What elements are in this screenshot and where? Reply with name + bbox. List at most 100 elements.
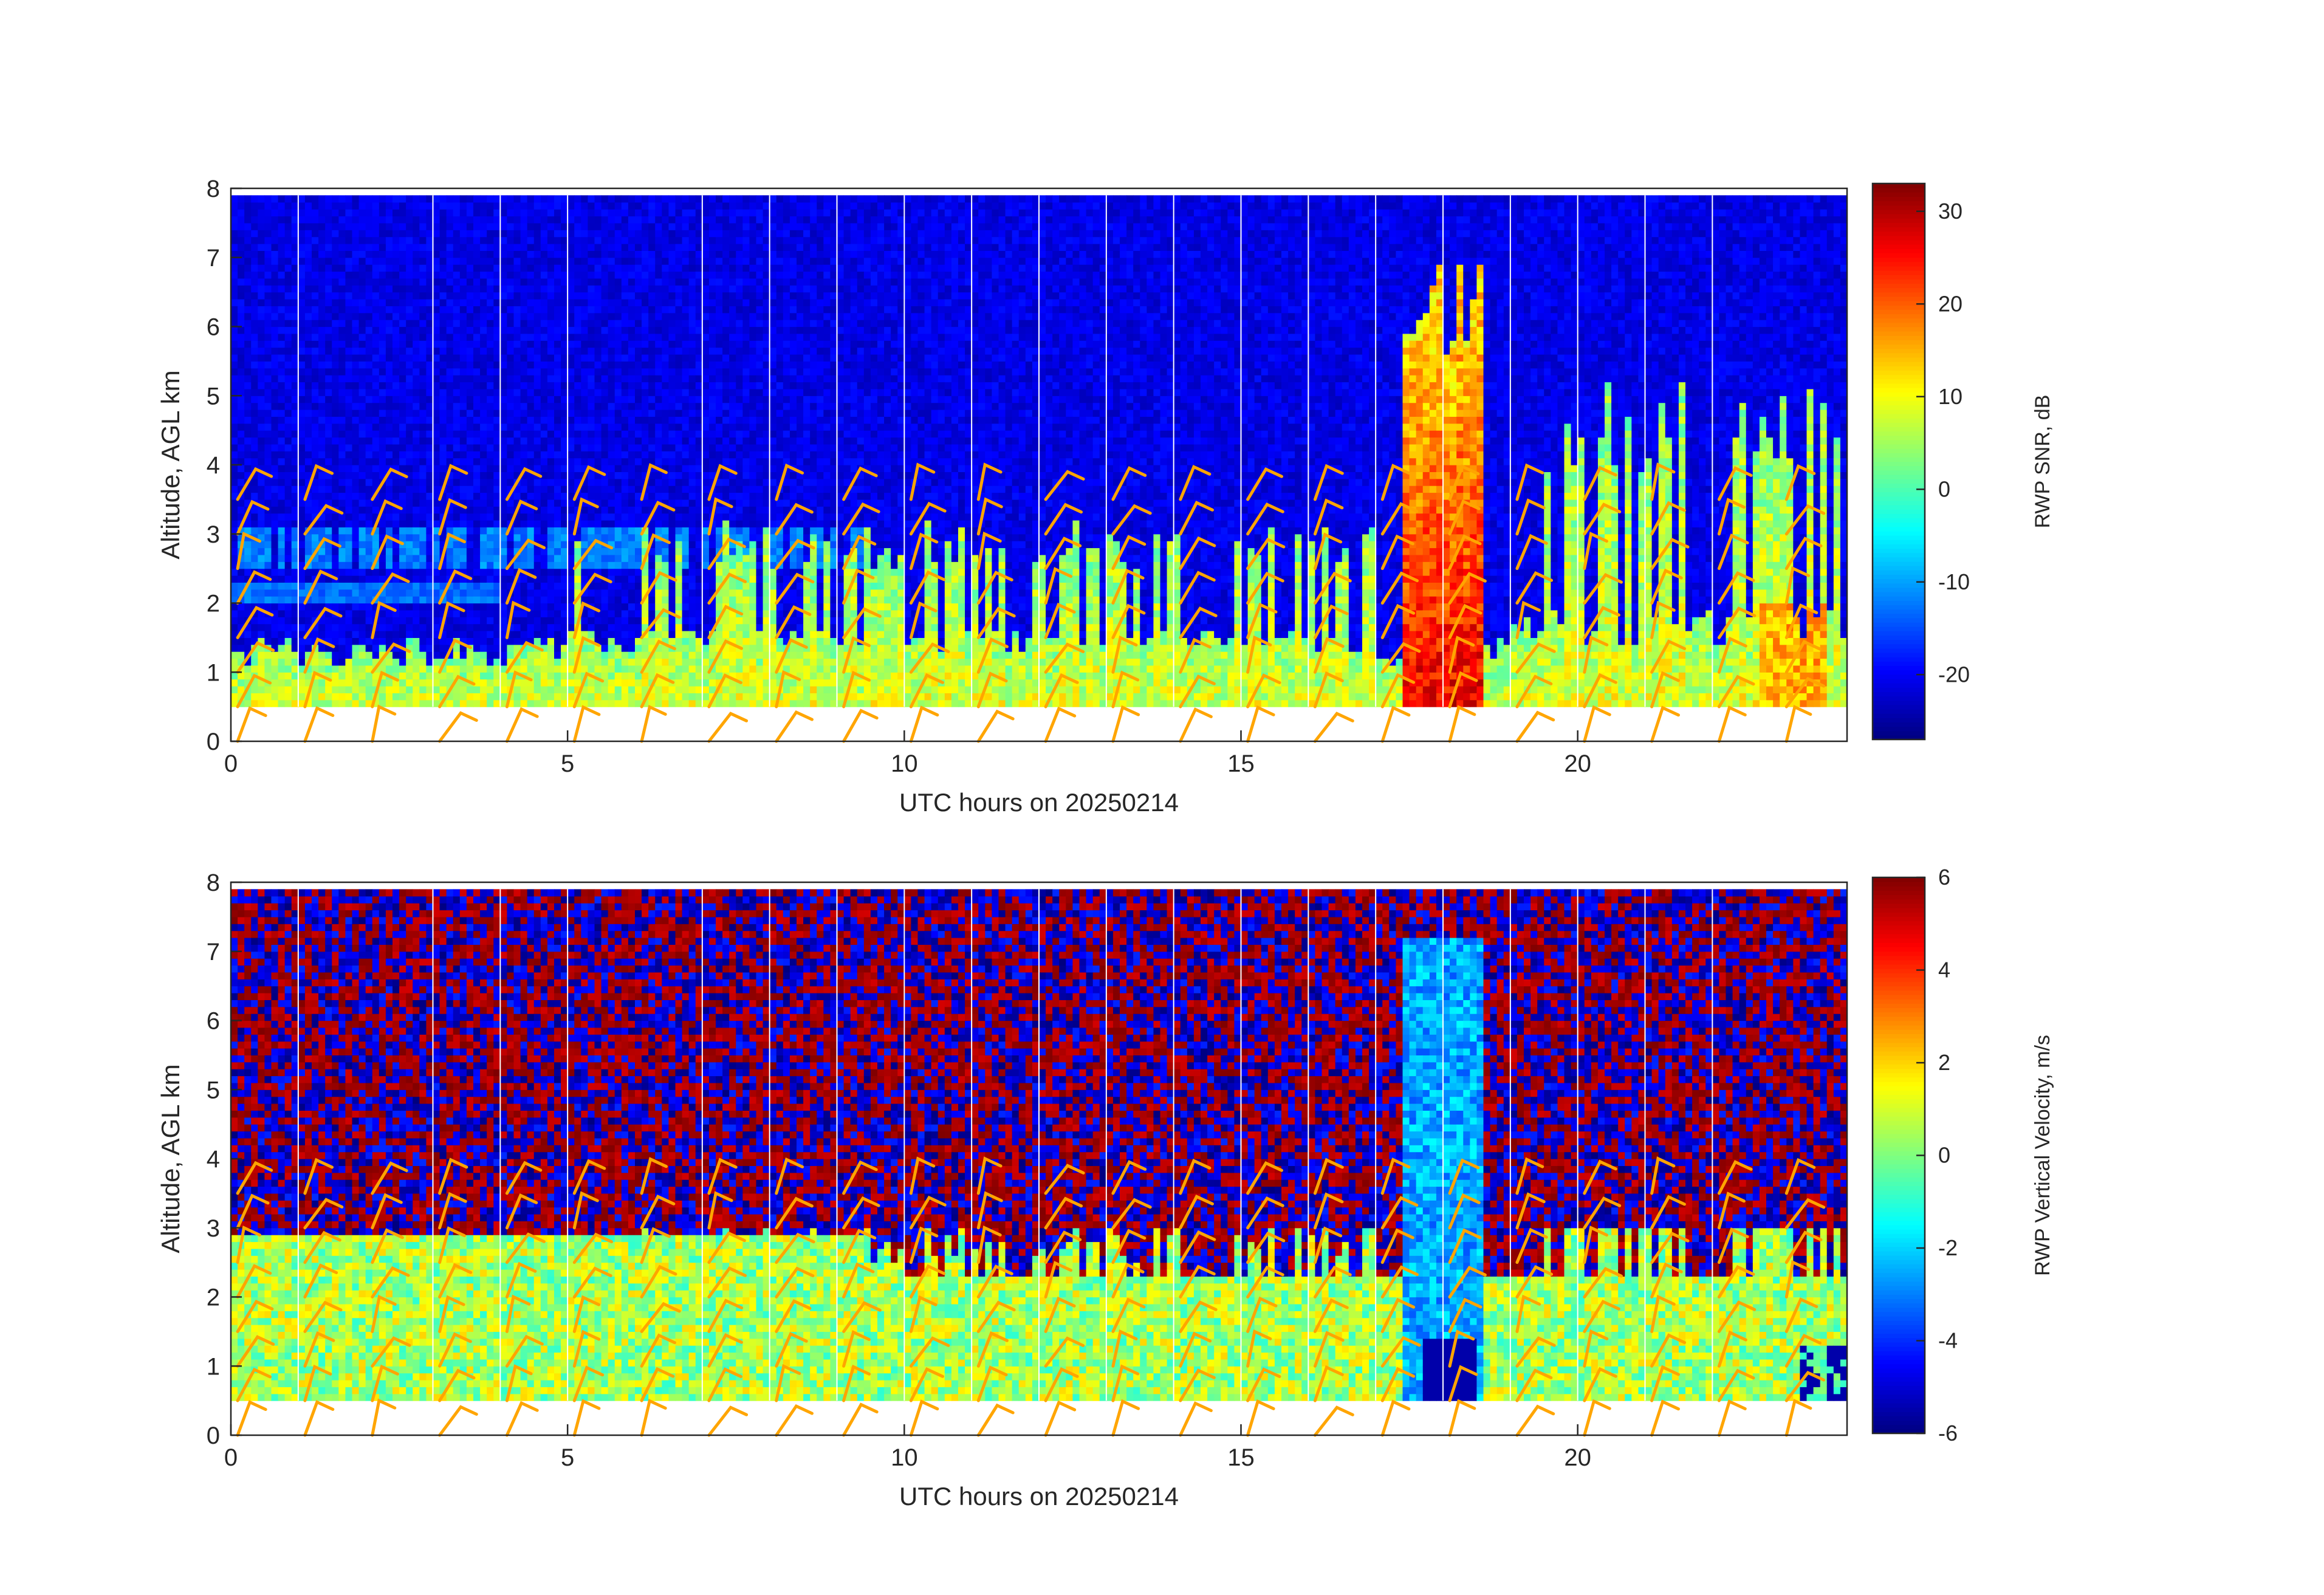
heatmap-cell xyxy=(238,312,245,320)
heatmap-cell xyxy=(271,444,279,451)
heatmap-cell xyxy=(278,326,286,334)
heatmap-cell xyxy=(453,230,461,238)
heatmap-cell xyxy=(466,244,474,251)
heatmap-cell xyxy=(540,672,548,680)
heatmap-cell xyxy=(453,278,461,286)
heatmap-cell xyxy=(527,326,535,334)
heatmap-cell xyxy=(493,430,501,438)
heatmap-cell xyxy=(662,596,670,604)
heatmap-cell xyxy=(547,236,555,244)
heatmap-cell xyxy=(493,375,501,383)
heatmap-cell xyxy=(251,637,258,645)
heatmap-cell xyxy=(413,209,420,217)
heatmap-cell xyxy=(244,679,252,687)
heatmap-cell xyxy=(554,402,561,410)
heatmap-cell xyxy=(527,278,535,286)
heatmap-cell xyxy=(628,478,636,486)
heatmap-cell xyxy=(588,244,595,251)
heatmap-cell xyxy=(628,292,636,300)
heatmap-cell xyxy=(588,216,595,224)
heatmap-cell xyxy=(574,589,581,597)
heatmap-cell xyxy=(635,402,642,410)
heatmap-cell xyxy=(338,333,346,341)
heatmap-cell xyxy=(561,195,568,203)
heatmap-cell xyxy=(581,388,589,396)
heatmap-cell xyxy=(621,340,629,348)
heatmap-cell xyxy=(662,554,670,562)
heatmap-cell xyxy=(332,430,339,438)
heatmap-cell xyxy=(507,402,515,410)
heatmap-cell xyxy=(628,582,636,590)
heatmap-cell xyxy=(533,257,541,265)
heatmap-cell xyxy=(594,216,602,224)
heatmap-cell xyxy=(231,292,238,300)
heatmap-cell xyxy=(581,354,589,362)
heatmap-cell xyxy=(264,222,272,230)
heatmap-cell xyxy=(608,644,615,652)
heatmap-cell xyxy=(251,361,258,369)
heatmap-cell xyxy=(284,437,292,445)
heatmap-cell xyxy=(594,637,602,645)
heatmap-cell xyxy=(258,382,266,389)
heatmap-cell xyxy=(358,410,366,417)
heatmap-cell xyxy=(675,658,683,666)
heatmap-cell xyxy=(271,230,279,238)
heatmap-cell xyxy=(271,609,279,617)
heatmap-cell xyxy=(419,665,427,673)
heatmap-cell xyxy=(588,361,595,369)
heatmap-cell xyxy=(533,209,541,217)
heatmap-cell xyxy=(392,541,400,549)
heatmap-cell xyxy=(278,416,286,424)
heatmap-cell xyxy=(642,672,649,680)
heatmap-cell xyxy=(507,292,515,300)
heatmap-cell xyxy=(291,547,299,555)
heatmap-cell xyxy=(251,257,258,265)
heatmap-cell xyxy=(614,658,622,666)
heatmap-cell xyxy=(372,410,380,417)
heatmap-cell xyxy=(291,617,299,625)
heatmap-cell xyxy=(278,444,286,451)
heatmap-cell xyxy=(312,513,319,521)
heatmap-cell xyxy=(284,637,292,645)
heatmap-cell xyxy=(312,340,319,348)
heatmap-cell xyxy=(258,437,266,445)
heatmap-cell xyxy=(439,236,447,244)
heatmap-cell xyxy=(648,527,656,535)
heatmap-cell xyxy=(446,672,454,680)
heatmap-cell xyxy=(581,637,589,645)
heatmap-cell xyxy=(453,423,461,431)
heatmap-cell xyxy=(561,216,568,224)
heatmap-cell xyxy=(581,230,589,238)
heatmap-cell xyxy=(258,333,266,341)
heatmap-cell xyxy=(332,236,339,244)
heatmap-cell xyxy=(258,665,266,673)
heatmap-cell xyxy=(567,609,575,617)
heatmap-cell xyxy=(439,257,447,265)
heatmap-cell xyxy=(278,285,286,293)
heatmap-cell xyxy=(372,299,380,306)
heatmap-cell xyxy=(291,347,299,355)
heatmap-cell xyxy=(426,333,434,341)
heatmap-cell xyxy=(500,423,508,431)
heatmap-cell xyxy=(352,333,360,341)
heatmap-cell xyxy=(527,609,535,617)
heatmap-cell xyxy=(662,285,670,293)
heatmap-cell xyxy=(332,361,339,369)
heatmap-cell xyxy=(655,202,662,210)
heatmap-cell xyxy=(325,306,332,314)
heatmap-cell xyxy=(500,430,508,438)
heatmap-cell xyxy=(473,699,481,707)
heatmap-cell xyxy=(358,382,366,389)
heatmap-cell xyxy=(379,458,386,465)
heatmap-cell xyxy=(533,278,541,286)
heatmap-cell xyxy=(238,264,245,272)
heatmap-cell xyxy=(298,312,306,320)
heatmap-cell xyxy=(433,637,440,645)
heatmap-cell xyxy=(406,396,413,403)
heatmap-cell xyxy=(258,478,266,486)
heatmap-cell xyxy=(332,195,339,203)
heatmap-cell xyxy=(379,402,386,410)
heatmap-cell xyxy=(284,278,292,286)
heatmap-cell xyxy=(304,222,312,230)
heatmap-cell xyxy=(594,665,602,673)
